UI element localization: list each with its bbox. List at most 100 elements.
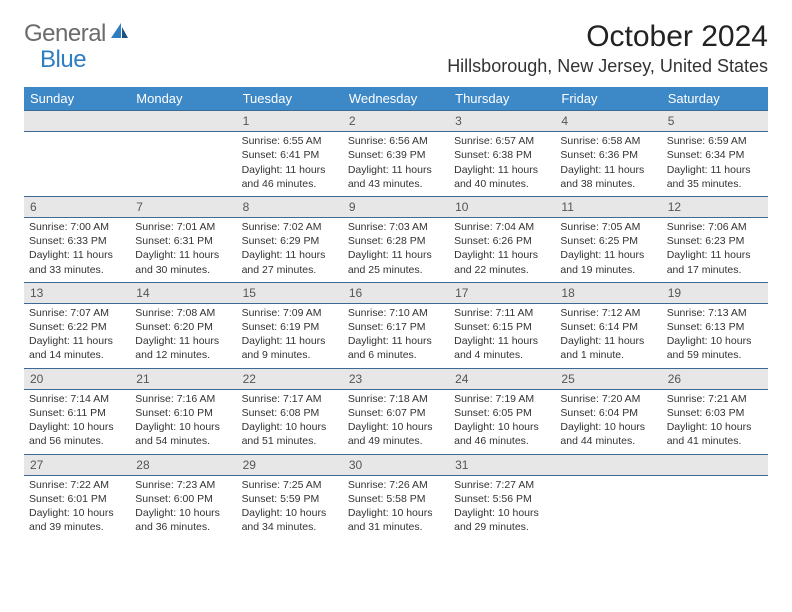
sunset-line: Sunset: 6:36 PM [560, 148, 656, 162]
calendar-cell: 17Sunrise: 7:11 AMSunset: 6:15 PMDayligh… [449, 282, 555, 368]
day-number: 5 [662, 110, 768, 132]
day-number: 14 [130, 282, 236, 304]
daylight-line: Daylight: 11 hours and 12 minutes. [135, 334, 231, 362]
daylight-line: Daylight: 11 hours and 27 minutes. [242, 248, 338, 276]
day-details: Sunrise: 7:08 AMSunset: 6:20 PMDaylight:… [130, 304, 236, 368]
calendar-cell: 10Sunrise: 7:04 AMSunset: 6:26 PMDayligh… [449, 196, 555, 282]
daylight-line: Daylight: 11 hours and 46 minutes. [242, 163, 338, 191]
calendar-cell: 2Sunrise: 6:56 AMSunset: 6:39 PMDaylight… [343, 110, 449, 196]
day-details: Sunrise: 7:13 AMSunset: 6:13 PMDaylight:… [662, 304, 768, 368]
sunset-line: Sunset: 6:20 PM [135, 320, 231, 334]
sunset-line: Sunset: 6:33 PM [29, 234, 125, 248]
sunset-line: Sunset: 6:15 PM [454, 320, 550, 334]
day-details: Sunrise: 7:21 AMSunset: 6:03 PMDaylight:… [662, 390, 768, 454]
sunset-line: Sunset: 6:08 PM [242, 406, 338, 420]
day-details: Sunrise: 7:22 AMSunset: 6:01 PMDaylight:… [24, 476, 130, 540]
sunrise-line: Sunrise: 7:07 AM [29, 306, 125, 320]
day-number: 20 [24, 368, 130, 390]
sunrise-line: Sunrise: 7:03 AM [348, 220, 444, 234]
calendar-cell: 14Sunrise: 7:08 AMSunset: 6:20 PMDayligh… [130, 282, 236, 368]
sunset-line: Sunset: 6:29 PM [242, 234, 338, 248]
day-number: 2 [343, 110, 449, 132]
logo-sail-icon [108, 21, 130, 48]
day-details: Sunrise: 7:27 AMSunset: 5:56 PMDaylight:… [449, 476, 555, 540]
daylight-line: Daylight: 11 hours and 22 minutes. [454, 248, 550, 276]
sunset-line: Sunset: 6:11 PM [29, 406, 125, 420]
day-details: Sunrise: 7:03 AMSunset: 6:28 PMDaylight:… [343, 218, 449, 282]
calendar-cell: 21Sunrise: 7:16 AMSunset: 6:10 PMDayligh… [130, 368, 236, 454]
calendar-cell [24, 110, 130, 196]
sunset-line: Sunset: 5:58 PM [348, 492, 444, 506]
day-details: Sunrise: 7:02 AMSunset: 6:29 PMDaylight:… [237, 218, 343, 282]
day-number: 6 [24, 196, 130, 218]
daylight-line: Daylight: 10 hours and 29 minutes. [454, 506, 550, 534]
sunset-line: Sunset: 6:34 PM [667, 148, 763, 162]
day-number: 28 [130, 454, 236, 476]
sunrise-line: Sunrise: 6:57 AM [454, 134, 550, 148]
daylight-line: Daylight: 11 hours and 1 minute. [560, 334, 656, 362]
calendar-cell: 24Sunrise: 7:19 AMSunset: 6:05 PMDayligh… [449, 368, 555, 454]
daylight-line: Daylight: 11 hours and 30 minutes. [135, 248, 231, 276]
weekday-header: Sunday [24, 87, 130, 110]
sunrise-line: Sunrise: 7:13 AM [667, 306, 763, 320]
day-details: Sunrise: 7:14 AMSunset: 6:11 PMDaylight:… [24, 390, 130, 454]
calendar-cell: 9Sunrise: 7:03 AMSunset: 6:28 PMDaylight… [343, 196, 449, 282]
sunset-line: Sunset: 6:25 PM [560, 234, 656, 248]
day-number: 16 [343, 282, 449, 304]
day-number: 22 [237, 368, 343, 390]
day-details: Sunrise: 6:58 AMSunset: 6:36 PMDaylight:… [555, 132, 661, 196]
day-details: Sunrise: 7:00 AMSunset: 6:33 PMDaylight:… [24, 218, 130, 282]
sunset-line: Sunset: 5:59 PM [242, 492, 338, 506]
day-number: 21 [130, 368, 236, 390]
day-number: 30 [343, 454, 449, 476]
calendar-cell: 31Sunrise: 7:27 AMSunset: 5:56 PMDayligh… [449, 454, 555, 540]
calendar-cell: 27Sunrise: 7:22 AMSunset: 6:01 PMDayligh… [24, 454, 130, 540]
sunrise-line: Sunrise: 7:08 AM [135, 306, 231, 320]
day-number: 13 [24, 282, 130, 304]
sunrise-line: Sunrise: 6:58 AM [560, 134, 656, 148]
sunrise-line: Sunrise: 7:11 AM [454, 306, 550, 320]
daylight-line: Daylight: 11 hours and 40 minutes. [454, 163, 550, 191]
day-number: 11 [555, 196, 661, 218]
page-title: October 2024 [586, 20, 768, 54]
calendar-cell: 30Sunrise: 7:26 AMSunset: 5:58 PMDayligh… [343, 454, 449, 540]
sunrise-line: Sunrise: 6:59 AM [667, 134, 763, 148]
day-number: 23 [343, 368, 449, 390]
calendar-cell: 12Sunrise: 7:06 AMSunset: 6:23 PMDayligh… [662, 196, 768, 282]
calendar-cell: 29Sunrise: 7:25 AMSunset: 5:59 PMDayligh… [237, 454, 343, 540]
sunrise-line: Sunrise: 7:05 AM [560, 220, 656, 234]
calendar-cell: 4Sunrise: 6:58 AMSunset: 6:36 PMDaylight… [555, 110, 661, 196]
sunset-line: Sunset: 6:23 PM [667, 234, 763, 248]
calendar-table: SundayMondayTuesdayWednesdayThursdayFrid… [24, 87, 768, 539]
weekday-header: Saturday [662, 87, 768, 110]
calendar-cell: 6Sunrise: 7:00 AMSunset: 6:33 PMDaylight… [24, 196, 130, 282]
daylight-line: Daylight: 10 hours and 46 minutes. [454, 420, 550, 448]
daylight-line: Daylight: 11 hours and 17 minutes. [667, 248, 763, 276]
day-number: 18 [555, 282, 661, 304]
day-number-empty [662, 454, 768, 476]
daylight-line: Daylight: 11 hours and 43 minutes. [348, 163, 444, 191]
weekday-header: Thursday [449, 87, 555, 110]
day-details: Sunrise: 7:06 AMSunset: 6:23 PMDaylight:… [662, 218, 768, 282]
day-details: Sunrise: 7:11 AMSunset: 6:15 PMDaylight:… [449, 304, 555, 368]
sunset-line: Sunset: 6:10 PM [135, 406, 231, 420]
sunset-line: Sunset: 6:41 PM [242, 148, 338, 162]
day-details: Sunrise: 6:56 AMSunset: 6:39 PMDaylight:… [343, 132, 449, 196]
daylight-line: Daylight: 11 hours and 33 minutes. [29, 248, 125, 276]
sunset-line: Sunset: 6:22 PM [29, 320, 125, 334]
logo-text-blue: Blue [40, 46, 86, 73]
weekday-header: Friday [555, 87, 661, 110]
calendar-cell [555, 454, 661, 540]
day-details: Sunrise: 7:05 AMSunset: 6:25 PMDaylight:… [555, 218, 661, 282]
calendar-cell: 25Sunrise: 7:20 AMSunset: 6:04 PMDayligh… [555, 368, 661, 454]
sunset-line: Sunset: 6:01 PM [29, 492, 125, 506]
calendar-cell: 5Sunrise: 6:59 AMSunset: 6:34 PMDaylight… [662, 110, 768, 196]
day-details: Sunrise: 7:23 AMSunset: 6:00 PMDaylight:… [130, 476, 236, 540]
header: General Blue October 2024 [24, 20, 768, 54]
day-number: 4 [555, 110, 661, 132]
weekday-header: Tuesday [237, 87, 343, 110]
daylight-line: Daylight: 11 hours and 19 minutes. [560, 248, 656, 276]
day-number-empty [130, 110, 236, 132]
daylight-line: Daylight: 10 hours and 49 minutes. [348, 420, 444, 448]
calendar-cell [662, 454, 768, 540]
